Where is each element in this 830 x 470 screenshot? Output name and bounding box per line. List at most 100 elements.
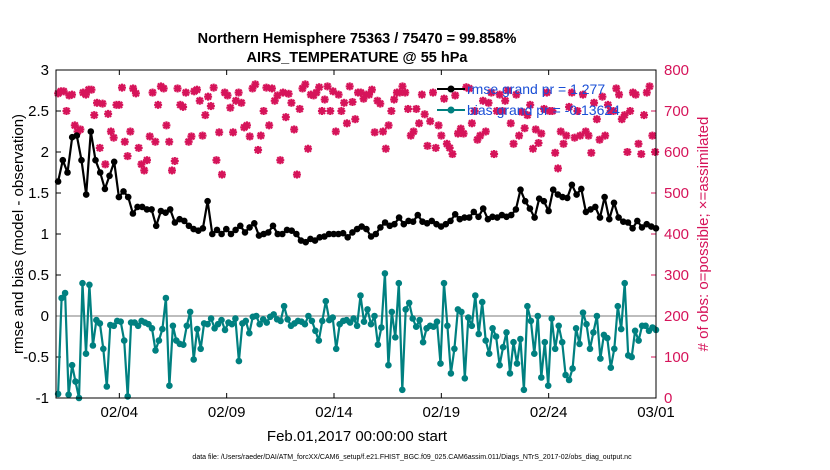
- legend-bias-marker: [447, 106, 455, 114]
- obs-point: [465, 84, 474, 93]
- obs-point: [159, 84, 168, 93]
- bias-point: [527, 317, 535, 325]
- bias-point: [270, 311, 278, 318]
- obs-point: [562, 131, 571, 140]
- rmse-point: [288, 227, 296, 234]
- obs-point: [584, 131, 593, 140]
- rmse-point: [106, 172, 113, 180]
- rmse-series: [54, 128, 660, 246]
- x-tick-label: 02/09: [208, 404, 246, 421]
- rmse-point: [615, 214, 622, 221]
- bias-point: [329, 314, 337, 321]
- left-tick-label: 3: [41, 62, 49, 79]
- obs-point: [626, 107, 635, 115]
- obs-point: [520, 124, 529, 133]
- rmse-point: [274, 230, 282, 238]
- bias-point: [451, 345, 458, 353]
- bias-point: [332, 345, 340, 353]
- rmse-point: [148, 206, 155, 213]
- rmse-point: [162, 209, 169, 216]
- obs-point: [329, 87, 338, 96]
- rmse-point: [414, 211, 422, 219]
- rmse-point: [92, 156, 99, 164]
- right-tick-label: 600: [664, 144, 689, 161]
- obs-point: [578, 90, 587, 99]
- rmse-point: [124, 193, 132, 201]
- bias-point: [169, 322, 177, 330]
- obs-point: [559, 139, 568, 148]
- bias-point: [409, 315, 417, 322]
- bias-point: [541, 338, 549, 346]
- bias-point: [190, 356, 197, 363]
- bias-point: [120, 337, 128, 344]
- obs-point: [387, 107, 396, 115]
- obs-point: [509, 139, 518, 148]
- rmse-point: [64, 169, 71, 176]
- obs-point: [115, 100, 124, 109]
- obs-point: [192, 85, 201, 94]
- bias-point: [61, 289, 69, 297]
- obs-point: [420, 110, 429, 119]
- obs-point: [181, 88, 190, 97]
- obs-point: [143, 156, 152, 165]
- obs-point: [390, 95, 399, 104]
- bias-point: [148, 325, 156, 332]
- bias-point: [579, 309, 587, 317]
- bias-point: [312, 327, 319, 335]
- bias-point: [551, 345, 559, 353]
- obs-point: [140, 166, 149, 175]
- rmse-point: [96, 169, 104, 176]
- bias-point: [444, 322, 451, 330]
- bias-point: [433, 318, 441, 326]
- bias-point: [357, 292, 364, 299]
- obs-point: [642, 88, 651, 97]
- rmse-point: [638, 224, 646, 231]
- bias-point: [110, 322, 118, 330]
- bias-point: [228, 320, 236, 328]
- obs-point: [651, 148, 660, 156]
- bias-point: [475, 330, 483, 338]
- obs-point: [523, 111, 532, 120]
- legend-rmse-marker: [447, 85, 455, 93]
- obs-point: [179, 102, 188, 111]
- obs-point: [598, 92, 607, 101]
- obs-point: [290, 125, 299, 134]
- rmse-point: [381, 219, 389, 226]
- obs-point: [95, 143, 104, 152]
- x-axis-label: Feb.01,2017 00:00:00 start: [267, 428, 448, 445]
- bias-point: [565, 376, 573, 384]
- rmse-point: [129, 210, 137, 217]
- rmse-point: [302, 238, 310, 246]
- rmse-point: [475, 213, 482, 221]
- bias-series: [54, 270, 660, 402]
- obs-point: [495, 90, 504, 99]
- obs-point: [123, 152, 132, 161]
- bias-point: [381, 270, 389, 277]
- right-tick-label: 700: [664, 103, 689, 120]
- bias-point: [58, 294, 65, 302]
- obs-point: [573, 107, 582, 115]
- rmse-point: [241, 229, 249, 236]
- rmse-point: [526, 205, 534, 212]
- rmse-point: [578, 185, 585, 193]
- obs-point: [162, 121, 171, 130]
- rmse-point: [134, 203, 141, 211]
- legend-bias-label: bias grand pr = -0.13624: [467, 102, 620, 118]
- obs-point: [348, 97, 357, 106]
- obs-point: [267, 84, 276, 93]
- obs-point: [212, 156, 221, 165]
- rmse-point: [349, 229, 356, 236]
- obs-point: [434, 121, 443, 130]
- bias-point: [89, 342, 97, 349]
- obs-point: [417, 90, 426, 99]
- rmse-point: [204, 197, 211, 205]
- obs-point: [459, 129, 468, 138]
- obs-point: [284, 89, 293, 98]
- bias-point: [256, 320, 264, 328]
- rmse-point: [428, 217, 436, 225]
- bias-point: [378, 324, 385, 331]
- bias-point: [597, 355, 604, 362]
- rmse-line: [57, 130, 657, 244]
- rmse-point: [391, 220, 398, 228]
- obs-point: [601, 131, 610, 140]
